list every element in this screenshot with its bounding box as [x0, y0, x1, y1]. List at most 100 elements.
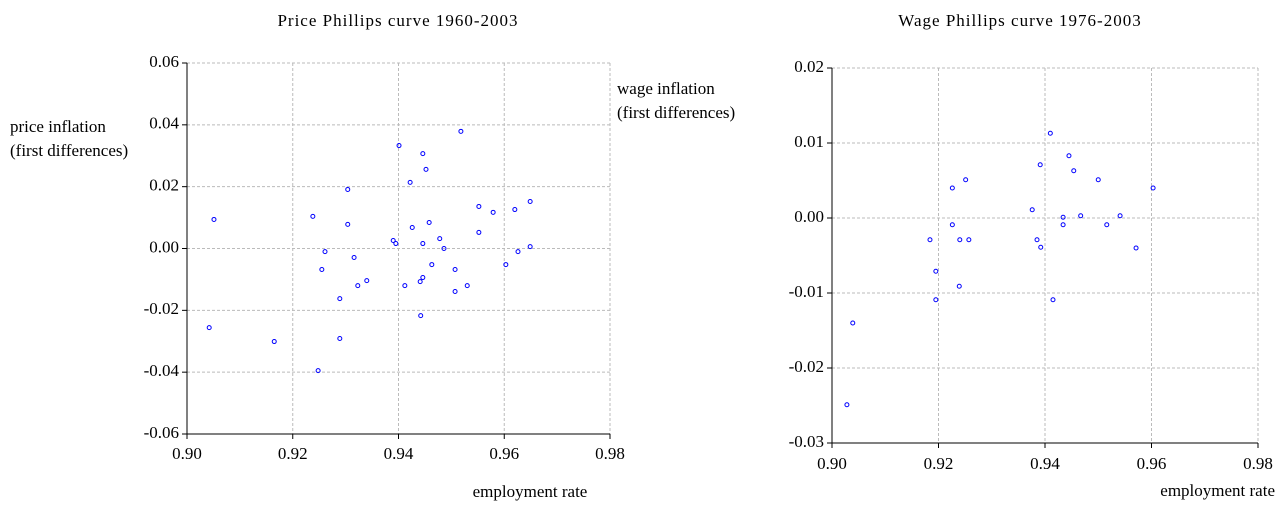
y-tick-label: 0.00 [149, 237, 179, 256]
point [429, 262, 435, 268]
x-tick-label: 0.92 [924, 454, 954, 473]
point [409, 224, 415, 230]
point [315, 368, 321, 374]
point [271, 339, 277, 345]
point [933, 297, 939, 303]
point [503, 262, 509, 268]
chart-title: Price Phillips curve 1960-2003 [277, 11, 518, 30]
point [337, 335, 343, 341]
point [1047, 130, 1053, 136]
point [437, 236, 443, 242]
x-axis-label: employment rate [473, 482, 588, 501]
point [390, 237, 396, 243]
point [490, 209, 496, 215]
point [319, 267, 325, 273]
chart-title: Wage Phillips curve 1976-2003 [898, 11, 1141, 30]
x-tick-label: 0.90 [172, 444, 202, 463]
point [211, 216, 217, 222]
point [1150, 185, 1156, 191]
point [1104, 222, 1110, 228]
point [206, 325, 212, 331]
point [527, 244, 533, 250]
point [441, 246, 447, 251]
x-tick-label: 0.96 [489, 444, 519, 463]
point [1117, 213, 1123, 219]
x-tick-label: 0.98 [595, 444, 625, 463]
point [1060, 214, 1066, 220]
point [949, 185, 955, 191]
point [933, 268, 939, 274]
point [452, 267, 458, 273]
x-tick-label: 0.98 [1243, 454, 1273, 473]
x-axis-label: employment rate [1160, 481, 1275, 500]
y-tick-label: 0.00 [794, 207, 824, 226]
point [963, 177, 969, 183]
point [355, 283, 361, 289]
point [476, 229, 482, 235]
y-tick-label: -0.02 [144, 299, 179, 318]
point [1038, 244, 1044, 250]
point [966, 237, 972, 243]
point [337, 296, 343, 302]
point [957, 237, 963, 243]
point [458, 128, 464, 134]
x-tick-label: 0.92 [278, 444, 308, 463]
x-tick-label: 0.96 [1137, 454, 1167, 473]
point [423, 166, 429, 172]
point [351, 254, 357, 260]
point [420, 275, 426, 281]
point [418, 313, 424, 319]
point [850, 320, 856, 326]
point [476, 203, 482, 209]
y-tick-label: -0.01 [789, 282, 824, 301]
point [512, 207, 518, 213]
y-tick-label: 0.06 [149, 52, 179, 71]
point [1029, 207, 1035, 213]
y-tick-label: 0.04 [149, 114, 179, 133]
point [1095, 177, 1101, 183]
point [420, 241, 426, 247]
point [1060, 222, 1066, 228]
x-tick-label: 0.90 [817, 454, 847, 473]
point [417, 279, 423, 285]
x-tick-label: 0.94 [384, 444, 414, 463]
point [393, 241, 399, 247]
point [1050, 297, 1056, 303]
point [426, 220, 432, 226]
point [1078, 213, 1084, 219]
y-tick-label: -0.04 [144, 361, 180, 380]
y-tick-label: -0.03 [789, 432, 824, 451]
point [396, 143, 402, 149]
point [420, 151, 426, 157]
point [927, 237, 933, 243]
point [407, 179, 413, 185]
y-axis-label: price inflation [10, 117, 106, 136]
point [844, 402, 850, 408]
y-axis-label: (first differences) [617, 103, 735, 122]
point [322, 249, 328, 255]
point [527, 199, 533, 205]
y-axis-label: (first differences) [10, 141, 128, 160]
point [1133, 245, 1139, 251]
point [1066, 153, 1072, 159]
point [452, 288, 458, 294]
point [364, 278, 370, 284]
y-tick-label: -0.06 [144, 423, 179, 442]
point [1034, 237, 1040, 243]
point [1037, 162, 1043, 168]
point [310, 213, 316, 219]
point [1071, 168, 1077, 174]
point [956, 283, 962, 289]
point [345, 221, 351, 227]
point [464, 283, 470, 289]
point [515, 249, 521, 255]
point [949, 222, 955, 228]
y-axis-label: wage inflation [617, 79, 715, 98]
y-tick-label: 0.02 [149, 176, 179, 195]
y-tick-label: 0.01 [794, 132, 824, 151]
y-tick-label: 0.02 [794, 57, 824, 76]
y-tick-label: -0.02 [789, 357, 824, 376]
point [345, 186, 351, 192]
point [402, 283, 408, 289]
